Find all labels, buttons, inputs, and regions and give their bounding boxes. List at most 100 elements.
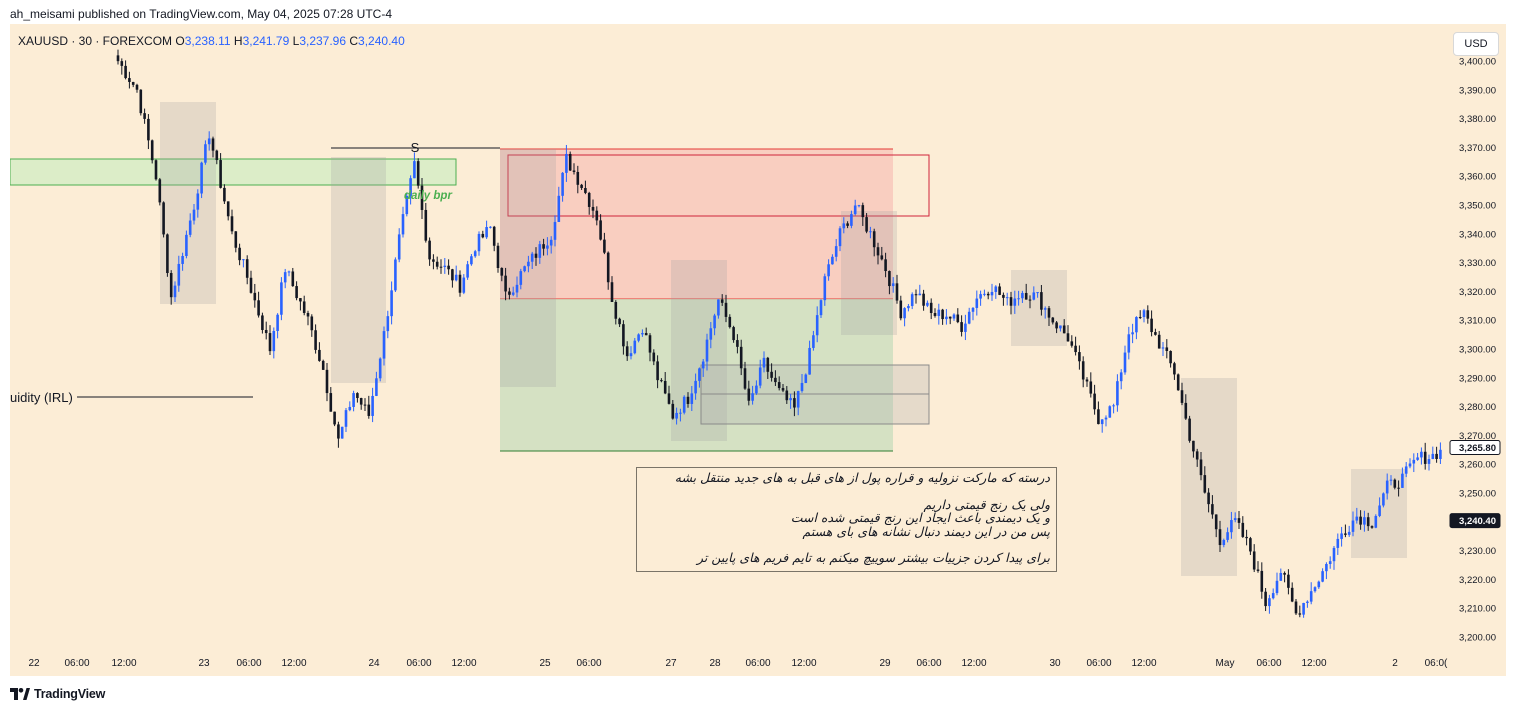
candle[interactable] [990,283,994,301]
candle[interactable] [276,313,279,339]
candle[interactable] [956,308,960,324]
candle[interactable] [1344,524,1347,538]
candle[interactable] [367,395,371,419]
candle[interactable] [994,285,998,299]
candle[interactable] [139,89,143,116]
candle[interactable] [454,265,458,282]
candle[interactable] [1127,326,1131,360]
candle[interactable] [823,273,827,306]
candle[interactable] [736,334,739,354]
candle[interactable] [196,189,200,218]
candle[interactable] [1157,330,1161,349]
candle[interactable] [200,161,203,199]
candle[interactable] [774,370,777,386]
candle[interactable] [257,291,260,318]
candle[interactable] [565,144,568,182]
candle[interactable] [967,307,971,325]
candle[interactable] [580,183,583,190]
candle[interactable] [1108,405,1112,418]
candle[interactable] [321,359,325,370]
candle[interactable] [1135,316,1138,340]
candle[interactable] [584,180,587,195]
candle[interactable] [1287,569,1290,595]
candle[interactable] [587,191,591,215]
candle[interactable] [169,270,173,305]
candle[interactable] [1226,527,1229,543]
candle[interactable] [1427,454,1431,471]
candle[interactable] [253,283,257,308]
candle[interactable] [299,298,302,311]
candle[interactable] [1165,339,1169,359]
candle[interactable] [872,228,876,257]
candle[interactable] [1005,292,1009,306]
candle[interactable] [633,337,637,355]
candle[interactable] [1370,525,1374,529]
candle[interactable] [785,386,789,404]
candle[interactable] [158,177,162,206]
candle[interactable] [166,233,169,277]
candle[interactable] [1241,516,1245,538]
candle[interactable] [116,49,120,65]
candle[interactable] [679,408,682,422]
candle[interactable] [154,159,158,181]
candle[interactable] [1154,328,1157,336]
candle[interactable] [770,363,773,382]
candle[interactable] [606,251,610,290]
candle[interactable] [1408,458,1412,469]
candle[interactable] [599,214,602,241]
candle[interactable] [1169,350,1172,368]
candle[interactable] [348,401,352,412]
candle[interactable] [1218,520,1222,552]
candle[interactable] [261,312,264,334]
candle[interactable] [1195,448,1199,467]
candle[interactable] [637,333,640,343]
candle[interactable] [876,242,880,265]
candle[interactable] [268,325,272,355]
candle[interactable] [340,426,344,439]
candle[interactable] [485,220,488,239]
candle[interactable] [914,289,918,304]
candle[interactable] [625,341,629,361]
candle[interactable] [1420,447,1423,465]
candle[interactable] [717,299,720,319]
candle[interactable] [1249,536,1252,555]
candle[interactable] [1439,442,1442,465]
candle[interactable] [1074,336,1077,356]
candle[interactable] [272,327,276,359]
candle[interactable] [686,392,690,408]
candle[interactable] [656,355,659,389]
order-block-box[interactable] [507,154,930,217]
candle[interactable] [644,327,648,336]
candle[interactable] [150,139,154,164]
candle[interactable] [318,342,321,362]
session-box[interactable] [1011,270,1067,346]
candle[interactable] [1404,462,1408,478]
candle[interactable] [1055,321,1058,334]
candle[interactable] [302,295,306,316]
candle[interactable] [701,358,705,377]
candle[interactable] [1385,473,1389,500]
candle[interactable] [1119,369,1123,390]
candle[interactable] [1260,562,1264,599]
candle[interactable] [964,314,967,341]
candle[interactable] [781,383,785,393]
candle[interactable] [739,339,743,376]
candle[interactable] [470,254,473,266]
candle[interactable] [413,152,416,179]
candle[interactable] [390,281,393,325]
candle[interactable] [420,178,424,220]
candle[interactable] [667,385,671,405]
candle[interactable] [325,362,329,402]
candle[interactable] [192,203,196,225]
candle[interactable] [143,108,146,124]
candle[interactable] [1283,571,1286,583]
candle[interactable] [375,371,378,397]
candle[interactable] [1116,374,1119,412]
candle[interactable] [945,309,948,325]
candle[interactable] [1355,507,1359,524]
candle[interactable] [508,287,511,300]
candle[interactable] [796,390,800,416]
candle[interactable] [1431,446,1435,460]
candle[interactable] [1233,512,1237,523]
candle[interactable] [682,395,686,415]
